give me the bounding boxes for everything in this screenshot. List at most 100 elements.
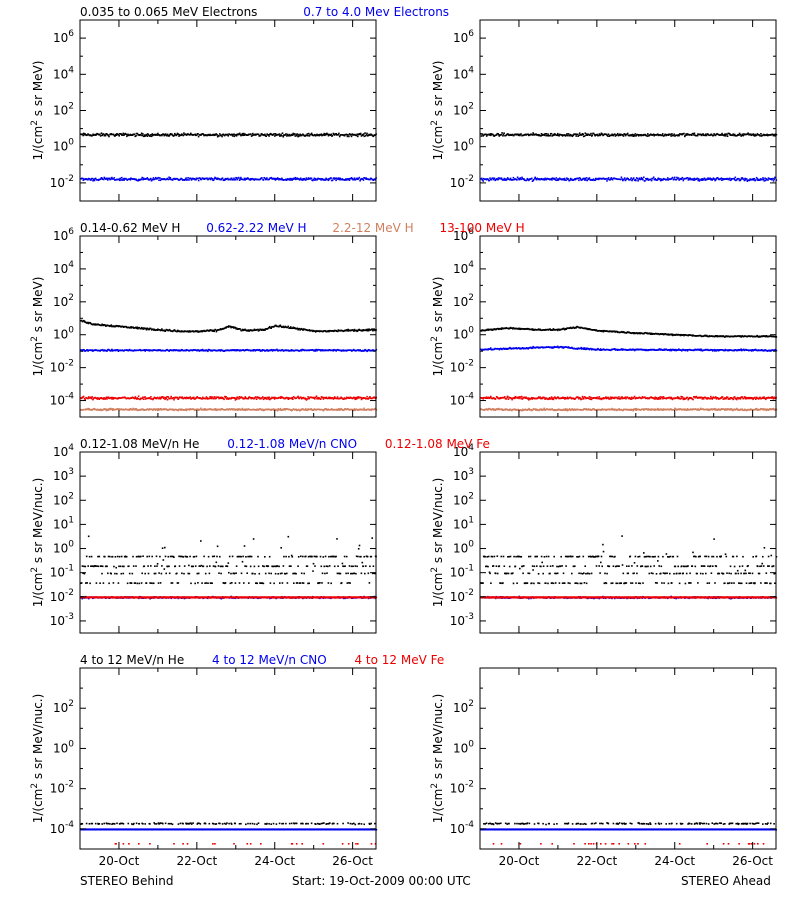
data-point [281,134,283,137]
data-point [697,133,699,135]
data-point [497,407,500,410]
data-point [101,134,103,137]
data-point [80,397,82,399]
data-point [366,329,368,332]
data-point [517,396,519,399]
data-point [219,397,222,400]
data-point [135,326,137,329]
data-point [650,409,652,411]
data-point [607,133,610,135]
data-point [617,397,620,400]
data-point [169,397,172,400]
data-point [158,179,160,181]
data-point [336,177,338,179]
data-point [156,178,158,180]
data-point [705,134,708,137]
data-point [506,396,508,399]
data-point [652,133,655,136]
data-point [666,408,668,411]
data-point [578,396,581,399]
data-point [606,396,608,399]
data-point [290,350,292,352]
data-point [192,408,195,410]
data-point [333,134,336,136]
data-point [580,134,582,136]
data-point [96,398,99,400]
data-point [195,134,197,137]
data-point [702,349,704,352]
data-point [209,396,211,398]
data-point [209,177,211,180]
data-point [244,409,246,411]
data-point [107,179,109,181]
data-point [618,398,621,400]
data-point [362,409,365,411]
data-point [363,349,366,352]
data-point [568,408,571,410]
data-point [233,397,236,399]
data-point [307,396,309,398]
data-point [163,396,165,399]
data-point [561,134,563,136]
data-point [545,134,547,137]
data-point [177,133,180,135]
data-point [771,133,774,136]
data-point [368,133,370,136]
data-point [485,397,487,399]
data-point [654,134,656,136]
y-tick-label: 102 [53,102,74,118]
data-point [122,178,125,180]
data-point [291,134,294,136]
data-point [253,349,256,351]
data-point [149,397,151,400]
data-point [491,329,493,331]
data-point [738,132,741,135]
data-point [675,178,678,181]
data-point [171,133,173,135]
data-point [644,180,646,182]
data-point [487,409,489,411]
data-point [302,348,305,351]
data-point [255,398,258,400]
data-point [143,398,145,400]
data-point [681,334,684,336]
data-point [584,132,587,134]
data-point [197,177,199,180]
data-point [739,335,742,337]
data-point [337,178,340,180]
data-point [279,324,282,327]
data-point [320,179,322,181]
data-point [611,408,614,411]
data-point [659,409,661,411]
data-point [142,133,144,135]
data-point [279,409,281,411]
data-point [178,133,181,136]
data-point [755,176,758,179]
data-point [650,408,653,410]
data-point [268,396,270,399]
data-point [532,345,534,348]
data-point [622,409,624,412]
data-point [148,328,150,331]
data-point [84,398,86,401]
data-point [602,177,605,180]
data-point [511,328,514,330]
data-point [110,408,112,410]
data-point [295,349,297,352]
data-point [85,350,87,352]
data-point [212,329,215,332]
data-point [340,329,343,332]
data-point [714,335,716,338]
data-point [216,177,219,179]
data-point [166,134,168,137]
data-point [753,177,756,180]
data-point [600,132,603,135]
data-point [579,347,582,350]
data-point [743,178,745,181]
data-point [540,133,543,135]
data-point [171,179,174,181]
data-point [552,398,555,401]
data-point [531,397,533,399]
data-point [141,134,143,137]
